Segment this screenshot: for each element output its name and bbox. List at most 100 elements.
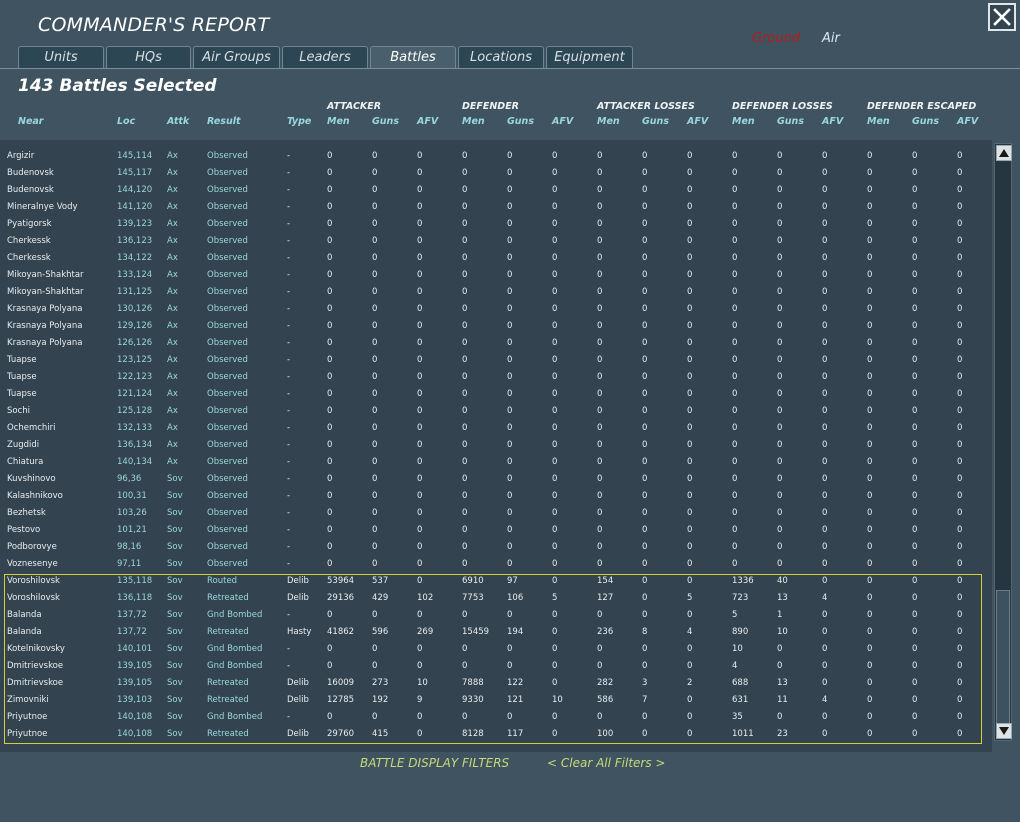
table-cell: 127: [597, 593, 614, 603]
column-header-attacker-losses-guns[interactable]: Guns: [642, 116, 669, 127]
tab-equipment[interactable]: Equipment: [546, 46, 633, 68]
table-cell: 0: [597, 304, 603, 314]
table-row[interactable]: Dmitrievskoe 139,105 Sov Retreated Delib 1600…: [0, 675, 992, 692]
scrollbar-thumb[interactable]: [996, 590, 1010, 724]
table-cell: 0: [912, 729, 918, 739]
column-header-result[interactable]: Result: [207, 116, 241, 127]
battle-display-filters-button[interactable]: BATTLE DISPLAY FILTERS: [360, 756, 510, 770]
table-row[interactable]: Krasnaya Polyana 130,126 Ax Observed - 0 0 0 0 0 0…: [0, 301, 992, 318]
column-header-defender-losses-men[interactable]: Men: [732, 116, 755, 127]
table-cell: 0: [867, 389, 873, 399]
table-cell: 723: [732, 593, 749, 603]
table-row[interactable]: Voroshilovsk 135,118 Sov Routed Delib 53964 53…: [0, 573, 992, 590]
column-header-near[interactable]: Near: [18, 116, 44, 127]
column-header-loc[interactable]: Loc: [117, 116, 136, 127]
column-header-defender-losses-guns[interactable]: Guns: [777, 116, 804, 127]
table-cell: -: [287, 304, 291, 314]
table-row[interactable]: Zugdidi 136,134 Ax Observed - 0 0 0 0 0 0 0 0 0 0 0 0 0 0 0: [0, 437, 992, 454]
tab-air-groups[interactable]: Air Groups: [193, 46, 280, 68]
table-cell: 0: [912, 372, 918, 382]
table-cell: 0: [822, 202, 828, 212]
table-row[interactable]: Kuvshinovo 96,36 Sov Observed - 0 0 0 0 0 0 0 0 0 0 0 0 0…: [0, 471, 992, 488]
table-row[interactable]: Sochi 125,128 Ax Observed - 0 0 0 0 0 0 0 0 0 0 0 0 0 0 0: [0, 403, 992, 420]
table-row[interactable]: Kalashnikovo 100,31 Sov Observed - 0 0 0 0 0 0 0 0 0 0…: [0, 488, 992, 505]
tab-battles[interactable]: Battles: [370, 46, 456, 68]
column-header-defender-escaped-guns[interactable]: Guns: [912, 116, 939, 127]
scroll-up-button[interactable]: [996, 145, 1012, 161]
table-row[interactable]: Chiatura 140,134 Ax Observed - 0 0 0 0 0 0 0 0 0 0 0 0 0 0…: [0, 454, 992, 471]
column-header-attacker-losses-men[interactable]: Men: [597, 116, 620, 127]
table-row[interactable]: Mineralnye Vody 141,120 Ax Observed - 0 0 0 0 0 0 0…: [0, 199, 992, 216]
table-cell: 0: [327, 491, 333, 501]
column-header-attk[interactable]: Attk: [167, 116, 190, 127]
table-cell: 0: [597, 457, 603, 467]
table-row[interactable]: Tuapse 122,123 Ax Observed - 0 0 0 0 0 0 0 0 0 0 0 0 0 0 0: [0, 369, 992, 386]
scroll-down-button[interactable]: [996, 723, 1012, 739]
table-row[interactable]: Krasnaya Polyana 129,126 Ax Observed - 0 0 0 0 0 0…: [0, 318, 992, 335]
table-row[interactable]: Ochemchiri 132,133 Ax Observed - 0 0 0 0 0 0 0 0 0 0 0 0…: [0, 420, 992, 437]
table-row[interactable]: Voznesenye 97,11 Sov Observed - 0 0 0 0 0 0 0 0 0 0 0 0 0…: [0, 556, 992, 573]
table-cell: 0: [327, 525, 333, 535]
table-cell: 5: [687, 593, 693, 603]
mode-ground-toggle[interactable]: Ground: [752, 31, 801, 46]
table-row[interactable]: Bezhetsk 103,26 Sov Observed - 0 0 0 0 0 0 0 0 0 0 0 0 0 0…: [0, 505, 992, 522]
close-button[interactable]: [988, 3, 1016, 31]
table-row[interactable]: Mikoyan-Shakhtar 133,124 Ax Observed - 0 0 0 0 0 0…: [0, 267, 992, 284]
column-header-attacker-losses-afv[interactable]: AFV: [687, 116, 709, 127]
column-header-defender-men[interactable]: Men: [462, 116, 485, 127]
table-row[interactable]: Voroshilovsk 136,118 Sov Retreated Delib 2913…: [0, 590, 992, 607]
column-header-defender-escaped-men[interactable]: Men: [867, 116, 890, 127]
tab-hqs[interactable]: HQs: [106, 46, 191, 68]
table-row[interactable]: Krasnaya Polyana 126,126 Ax Observed - 0 0 0 0 0 0…: [0, 335, 992, 352]
tab-leaders[interactable]: Leaders: [282, 46, 368, 68]
mode-air-toggle[interactable]: Air: [822, 31, 840, 46]
table-cell: 29136: [327, 593, 355, 603]
vertical-scrollbar[interactable]: [994, 143, 1012, 741]
column-header-attacker-men[interactable]: Men: [327, 116, 350, 127]
table-row[interactable]: Mikoyan-Shakhtar 131,125 Ax Observed - 0 0 0 0 0 0…: [0, 284, 992, 301]
table-cell: 688: [732, 678, 749, 688]
table-cell: 0: [552, 389, 558, 399]
table-row[interactable]: Tuapse 123,125 Ax Observed - 0 0 0 0 0 0 0 0 0 0 0 0 0 0 0: [0, 352, 992, 369]
table-cell: 0: [417, 661, 423, 671]
column-header-defender-afv[interactable]: AFV: [552, 116, 574, 127]
table-row[interactable]: Dmitrievskoe 139,105 Sov Gnd Bombed - 0 0 0 0 0 0 0…: [0, 658, 992, 675]
column-header-defender-escaped-afv[interactable]: AFV: [957, 116, 979, 127]
table-row[interactable]: Kotelnikovsky 140,101 Sov Gnd Bombed - 0 0 0 0 0 0…: [0, 641, 992, 658]
tab-units[interactable]: Units: [18, 46, 104, 68]
table-row[interactable]: Priyutnoe 140,108 Sov Retreated Delib 29760 41…: [0, 726, 992, 743]
column-header-defender-guns[interactable]: Guns: [507, 116, 534, 127]
table-cell: 0: [912, 610, 918, 620]
table-cell: 4: [687, 627, 693, 637]
table-row[interactable]: Tuapse 121,124 Ax Observed - 0 0 0 0 0 0 0 0 0 0 0 0 0 0 0: [0, 386, 992, 403]
column-header-defender-losses-afv[interactable]: AFV: [822, 116, 844, 127]
column-header-attacker-guns[interactable]: Guns: [372, 116, 399, 127]
table-cell: 0: [957, 185, 963, 195]
table-cell: 0: [777, 321, 783, 331]
table-row[interactable]: Budenovsk 145,117 Ax Observed - 0 0 0 0 0 0 0 0 0 0 0 0 0…: [0, 165, 992, 182]
table-row[interactable]: Balanda 137,72 Sov Gnd Bombed -0 0 0 0 0 0 0 0 0 5 1 0 0…: [0, 607, 992, 624]
clear-all-filters-button[interactable]: < Clear All Filters >: [547, 756, 666, 770]
table-row[interactable]: Cherkessk 134,122 Ax Observed - 0 0 0 0 0 0 0 0 0 0 0 0 0…: [0, 250, 992, 267]
table-cell: 0: [777, 270, 783, 280]
column-header-attacker-afv[interactable]: AFV: [417, 116, 439, 127]
table-cell: 0: [462, 151, 468, 161]
table-row[interactable]: Pestovo 101,21 Sov Observed - 0 0 0 0 0 0 0 0 0 0 0 0 0 0 0: [0, 522, 992, 539]
table-row[interactable]: Pyatigorsk 139,123 Ax Observed - 0 0 0 0 0 0 0 0 0 0 0 0…: [0, 216, 992, 233]
table-cell: 0: [912, 576, 918, 586]
table-cell: 0: [372, 423, 378, 433]
table-cell: 140,134: [117, 457, 153, 467]
table-cell: 125,128: [117, 406, 153, 416]
table-row[interactable]: Zimovniki 139,103 Sov Retreated Delib 12785 19…: [0, 692, 992, 709]
tab-locations[interactable]: Locations: [458, 46, 544, 68]
table-row[interactable]: Argizir 145,114 Ax Observed - 0 0 0 0 0 0 0 0 0 0 0 0 0 0 0: [0, 148, 992, 165]
table-cell: 0: [327, 389, 333, 399]
table-row[interactable]: Cherkessk 136,123 Ax Observed - 0 0 0 0 0 0 0 0 0 0 0 0 0…: [0, 233, 992, 250]
table-row[interactable]: Priyutnoe 140,108 Sov Gnd Bombed - 0 0 0 0 0 0 0 0 0 3…: [0, 709, 992, 726]
table-cell: 0: [822, 270, 828, 280]
table-row[interactable]: Budenovsk 144,120 Ax Observed - 0 0 0 0 0 0 0 0 0 0 0 0 0…: [0, 182, 992, 199]
table-cell: 0: [327, 610, 333, 620]
column-header-type[interactable]: Type: [287, 116, 312, 127]
table-row[interactable]: Balanda 137,72 Sov Retreated Hasty 41862 596 26…: [0, 624, 992, 641]
table-row[interactable]: Podborovye 98,16 Sov Observed - 0 0 0 0 0 0 0 0 0 0 0 0 0…: [0, 539, 992, 556]
